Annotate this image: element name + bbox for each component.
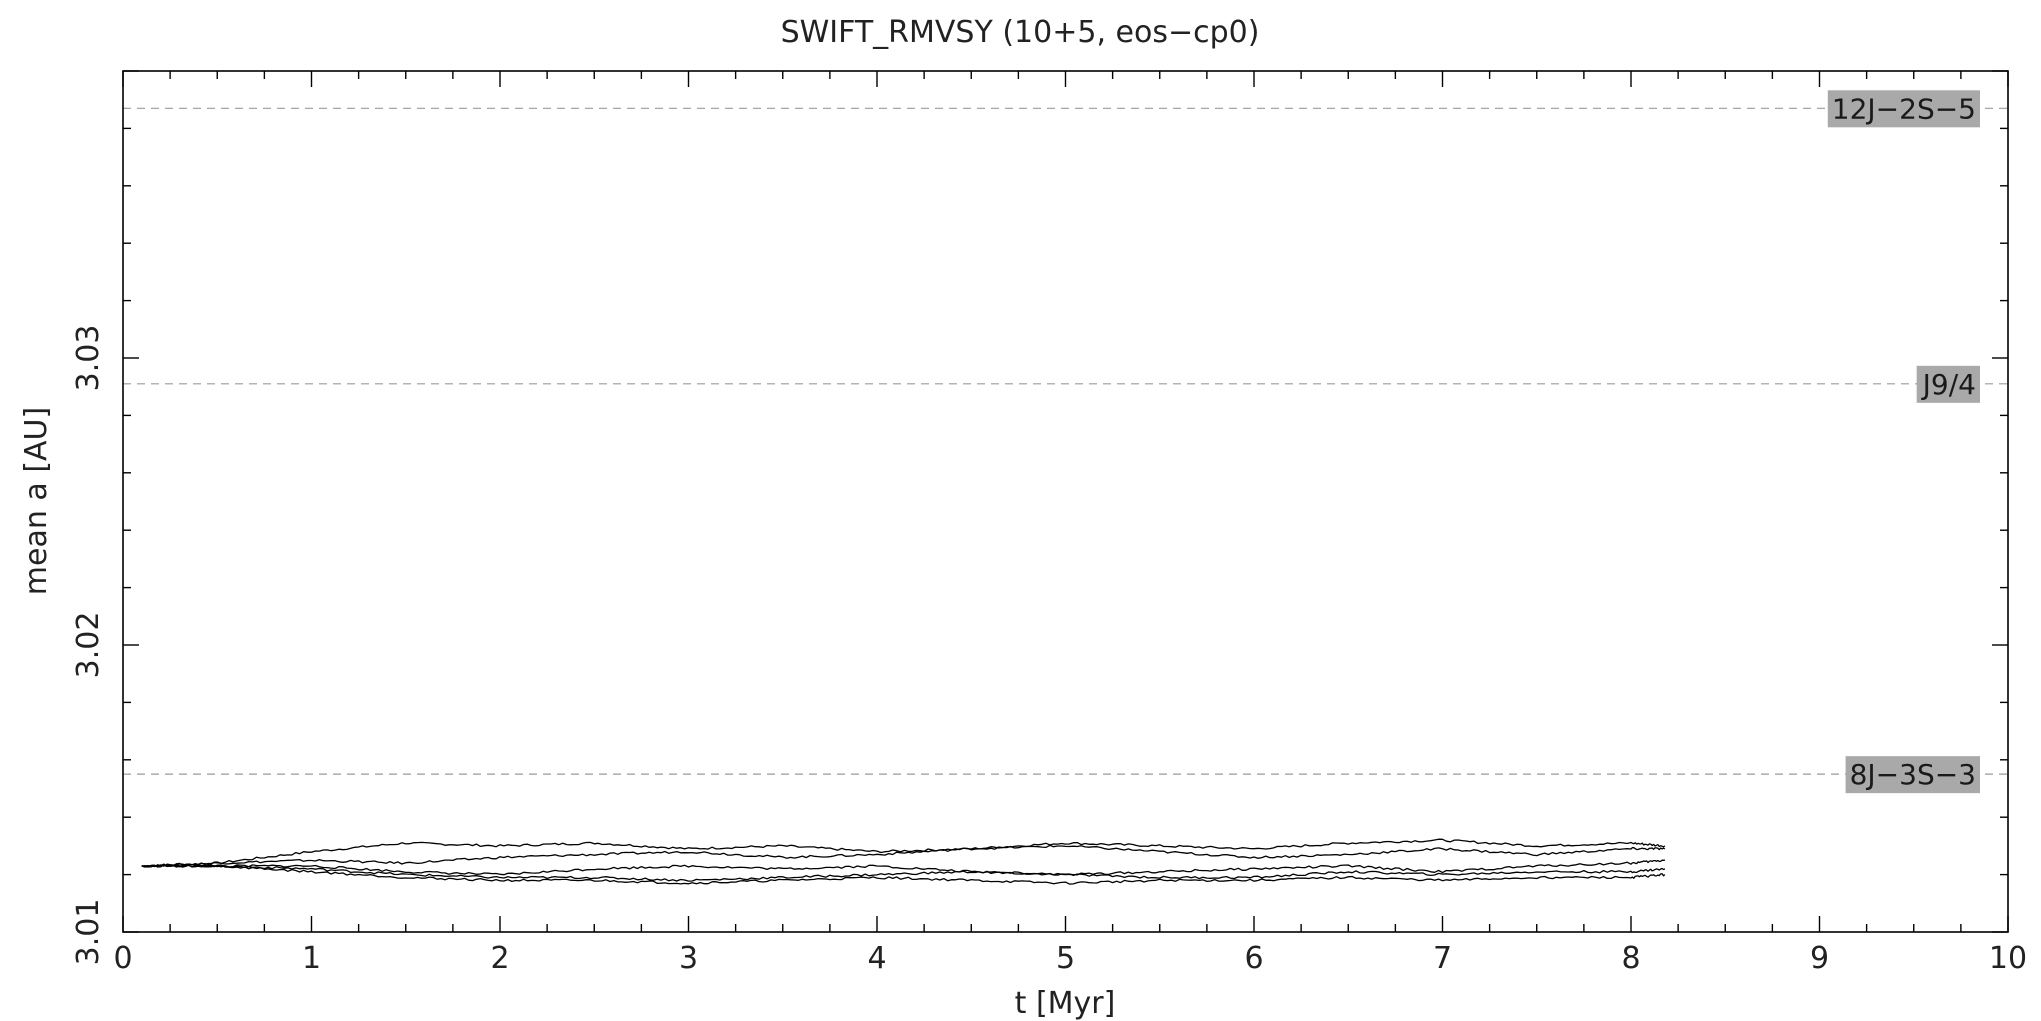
x-axis-label: t [Myr]: [1015, 986, 1116, 1021]
resonance-label-bg: [1827, 90, 1980, 128]
resonance-layer: 12J−2S−5 J9/4 8J−3S−3: [123, 90, 2008, 794]
series-line: [141, 864, 1666, 885]
resonance-label: J9/4: [1921, 368, 1976, 401]
y-tick-label: 3.02: [71, 612, 106, 679]
x-tick-label: 5: [1056, 941, 1075, 976]
x-tick-label: 0: [113, 941, 132, 976]
x-tick-label: 9: [1810, 941, 1829, 976]
x-tick-label: 8: [1621, 941, 1640, 976]
x-tick-label: 7: [1433, 941, 1452, 976]
x-tick-label: 4: [867, 941, 886, 976]
chart-title: SWIFT_RMVSY (10+5, eos−cp0): [781, 15, 1260, 50]
resonance-label: 12J−2S−5: [1832, 92, 1976, 125]
resonance-label-bg: [1845, 756, 1980, 794]
tick-layer: 0 1 2 3 4 5 6 7 8 9 10 3.01 3.02 3.03: [71, 70, 2027, 976]
y-axis-label: mean a [AU]: [19, 407, 54, 595]
y-tick-label: 3.03: [71, 325, 106, 392]
x-tick-label: 2: [490, 941, 509, 976]
resonance-label: 8J−3S−3: [1850, 758, 1976, 791]
series-line: [141, 859, 1665, 876]
plot-frame: [122, 70, 2009, 933]
x-tick-label: 10: [1989, 941, 2027, 976]
y-tick-label: 3.01: [71, 899, 106, 966]
x-tick-label: 6: [1244, 941, 1263, 976]
series-layer: [141, 838, 1666, 885]
x-tick-label: 1: [302, 941, 321, 976]
series-line: [141, 844, 1666, 868]
x-tick-label: 3: [679, 941, 698, 976]
resonance-label-bg: [1916, 365, 1980, 403]
series-line: [141, 864, 1666, 882]
